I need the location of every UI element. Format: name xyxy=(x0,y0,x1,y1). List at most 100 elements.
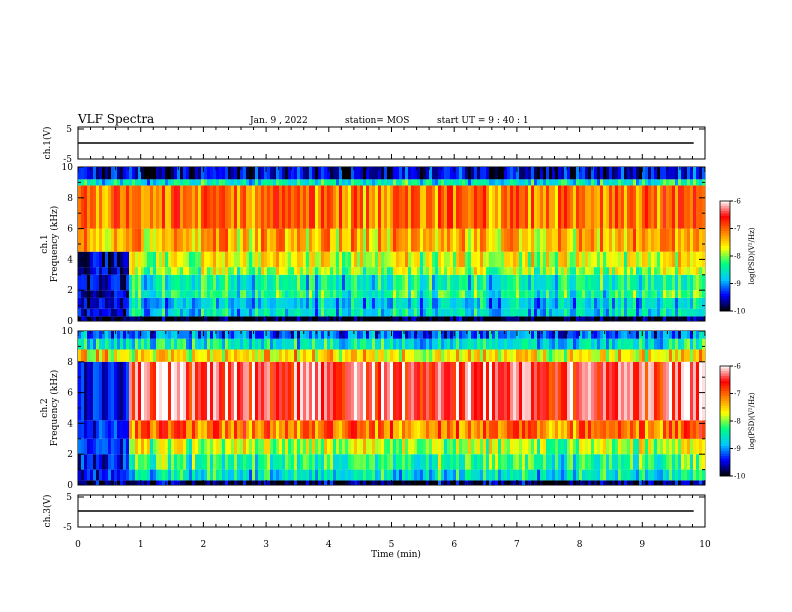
spectrogram-cell xyxy=(618,267,622,275)
spectrogram-cell xyxy=(462,297,466,309)
spectrogram-cell xyxy=(516,331,520,339)
spectrogram-cell xyxy=(537,308,541,317)
spectrogram-cell xyxy=(489,349,493,362)
spectrogram-cell xyxy=(156,228,160,252)
spectrogram-cell xyxy=(321,420,325,439)
spectrogram-cell xyxy=(609,308,613,317)
spectrogram-cell xyxy=(360,228,364,252)
spectrogram-cell xyxy=(180,297,184,309)
spectrogram-cell xyxy=(216,316,220,321)
spectrogram-cell xyxy=(249,316,253,321)
spectrogram-cell xyxy=(606,316,610,321)
spectrogram-cell xyxy=(657,331,661,339)
spectrogram-cell xyxy=(639,420,643,439)
spectrogram-cell xyxy=(258,274,262,291)
spectrogram-cell xyxy=(84,454,88,470)
spectrogram-cell xyxy=(348,179,352,186)
spectrogram-cell xyxy=(174,438,178,455)
spectrogram-cell xyxy=(363,185,367,229)
spectrogram-cell xyxy=(423,480,427,485)
spectrogram-cell xyxy=(552,228,556,252)
spectrogram-cell xyxy=(528,290,532,298)
spectrogram-cell xyxy=(120,454,124,470)
spectrogram-cell xyxy=(99,290,103,298)
spectrogram-cell xyxy=(393,167,397,180)
spectrogram-cell xyxy=(429,331,433,339)
spectrogram-cell xyxy=(534,316,538,321)
spectrogram-cell xyxy=(192,331,196,339)
colorbar-tick-label: -7 xyxy=(734,225,741,233)
spectrogram-cell xyxy=(699,338,703,350)
spectrogram-cell xyxy=(306,438,310,455)
spectrogram-cell xyxy=(576,290,580,298)
spectrogram-cell xyxy=(135,185,139,229)
spectrogram-cell xyxy=(393,228,397,252)
spectrogram-cell xyxy=(516,454,520,470)
spectrogram-cell xyxy=(108,316,112,321)
spectrogram-cell xyxy=(111,316,115,321)
spectrogram-cell xyxy=(213,297,217,309)
spectrogram-cell xyxy=(516,469,520,481)
spectrogram-cell xyxy=(105,454,109,470)
spectrogram-cell xyxy=(348,331,352,339)
spectrogram-cell xyxy=(240,274,244,291)
spectrogram-cell xyxy=(222,469,226,481)
spectrogram-cell xyxy=(684,228,688,252)
spectrogram-cell xyxy=(699,167,703,180)
spectrogram-cell xyxy=(444,361,448,421)
spectrogram-cell xyxy=(96,308,100,317)
spectrogram-cell xyxy=(93,480,97,485)
spectrogram-cell xyxy=(282,361,286,421)
spectrogram-cell xyxy=(327,274,331,291)
spectrogram-cell xyxy=(315,228,319,252)
spectrogram-cell xyxy=(483,185,487,229)
spectrogram-cell xyxy=(402,420,406,439)
spectrogram-cell xyxy=(429,167,433,180)
spectrogram-cell xyxy=(486,420,490,439)
spectrogram-cell xyxy=(414,469,418,481)
spectrogram-cell xyxy=(138,480,142,485)
spectrogram-cell xyxy=(147,454,151,470)
spectrogram-cell xyxy=(255,274,259,291)
spectrogram-cell xyxy=(117,267,121,275)
spectrogram-cell xyxy=(651,179,655,186)
spectrogram-cell xyxy=(468,185,472,229)
spectrogram-cell xyxy=(186,469,190,481)
spectrogram-cell xyxy=(219,454,223,470)
spectrogram-cell xyxy=(408,308,412,317)
spectrogram-cell xyxy=(126,361,130,421)
spectrogram-cell xyxy=(687,179,691,186)
spectrogram-cell xyxy=(114,251,118,268)
spectrogram-cell xyxy=(612,331,616,339)
spectrogram-cell xyxy=(174,331,178,339)
spectrogram-cell xyxy=(513,251,517,268)
spectrogram-cell xyxy=(591,251,595,268)
spectrogram-cell xyxy=(615,297,619,309)
spectrogram-cell xyxy=(336,331,340,339)
spectrogram-cell xyxy=(153,331,157,339)
spectrogram-cell xyxy=(90,297,94,309)
spectrogram-cell xyxy=(342,185,346,229)
spectrogram-cell xyxy=(93,316,97,321)
spectrogram-cell xyxy=(261,308,265,317)
spectrogram-cell xyxy=(624,438,628,455)
spectrogram-cell xyxy=(285,308,289,317)
spectrogram-cell xyxy=(468,349,472,362)
spectrogram-cell xyxy=(702,454,706,470)
spectrogram-cell xyxy=(342,308,346,317)
spectrogram-cell xyxy=(108,290,112,298)
spectrogram-cell xyxy=(510,267,514,275)
spectrogram-cell xyxy=(345,349,349,362)
spectrogram-cell xyxy=(468,331,472,339)
spectrogram-cell xyxy=(411,228,415,252)
spectrogram-cell xyxy=(519,469,523,481)
spectrogram-cell xyxy=(624,338,628,350)
spectrogram-cell xyxy=(258,267,262,275)
spectrogram-cell xyxy=(126,454,130,470)
spectrogram-cell xyxy=(129,349,133,362)
spectrogram-cell xyxy=(135,251,139,268)
spectrogram-cell xyxy=(471,251,475,268)
frequency-tick-label: 8 xyxy=(67,358,73,368)
spectrogram-cell xyxy=(516,185,520,229)
